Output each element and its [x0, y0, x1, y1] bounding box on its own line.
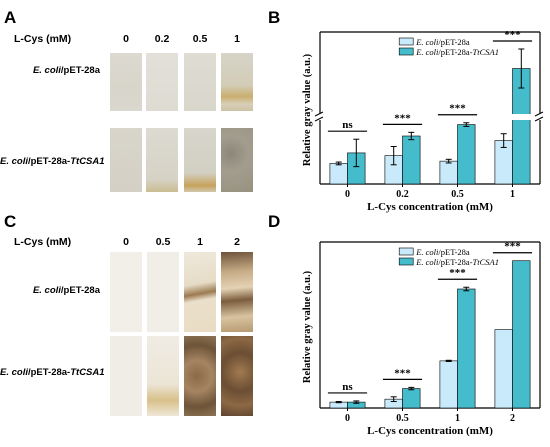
axis-break-gap-left [316, 114, 324, 120]
strip-photo-a-ttcsa1-0 [110, 128, 142, 192]
lcys-label-a: L-Cys (mM) [14, 33, 72, 45]
strip-photo-c-ttcsa1-1 [147, 336, 179, 416]
legend-swatch [398, 47, 414, 56]
strip-photo-c-control-0 [110, 252, 142, 332]
legend-swatch [398, 257, 414, 266]
axis-break-mark-right [534, 111, 544, 122]
conc-label-c-3: 2 [234, 236, 240, 248]
significance-label: *** [449, 103, 466, 115]
legend-label: E. coli/pET-28a [415, 37, 470, 47]
y-axis-label: Relative gray value (a.u.) [302, 270, 313, 383]
chart-d: 0 ns 0.5 *** 1 *** 2 *** L-Cys concentration (mM… [302, 241, 541, 437]
strip-photo-a-ttcsa1-2 [184, 128, 216, 192]
lcys-label-c: L-Cys (mM) [14, 236, 72, 248]
conc-label-a-3: 1 [234, 33, 240, 45]
strip-photo-c-ttcsa1-3 [221, 336, 253, 416]
row-label-a-ttcsa1: E. coli/pET-28a-TtCSA1 [0, 156, 105, 167]
significance-label: *** [394, 112, 411, 124]
legend-label: E. coli/pET-28a [415, 247, 470, 257]
strip-photo-a-ttcsa1-3 [221, 128, 253, 192]
x-axis-label: L-Cys concentration (mM) [367, 201, 493, 213]
bar [457, 124, 476, 185]
legend-label: E. coli/pET-28a-TtCSA1 [415, 257, 499, 267]
significance-label: *** [504, 241, 521, 253]
bar [494, 329, 513, 409]
strip-photo-a-control-0 [110, 53, 142, 111]
strip-photo-c-ttcsa1-0 [110, 336, 142, 416]
x-tick-label: 2 [510, 413, 515, 424]
conc-label-c-2: 1 [197, 236, 203, 248]
conc-label-a-0: 0 [123, 33, 129, 45]
x-tick-label: 0 [345, 413, 350, 424]
chart-b: 0 ns 0.2 *** 0.5 *** 1 *** L-Cys concentration (… [302, 29, 544, 213]
conc-label-a-1: 0.2 [154, 33, 170, 45]
panel-letter-b: B [268, 8, 281, 27]
strip-photo-a-control-1 [146, 53, 178, 111]
row-label-c-ttcsa1: E. coli/pET-28a-TtCSA1 [0, 367, 105, 378]
row-label-c-control: E. coli/pET-28a [32, 285, 100, 296]
bar [457, 288, 476, 409]
strip-photo-c-control-2 [184, 252, 216, 332]
x-tick-label: 1 [510, 189, 515, 200]
panel-letter-c: C [4, 212, 17, 231]
bar [402, 388, 421, 409]
legend-swatch [398, 37, 414, 46]
y-axis-label: Relative gray value (a.u.) [302, 53, 313, 166]
x-tick-label: 0.2 [396, 189, 409, 200]
x-tick-label: 0.5 [396, 413, 409, 424]
bar [329, 163, 348, 185]
significance-label: *** [449, 267, 466, 279]
x-tick-label: 0 [345, 189, 350, 200]
legend-label: E. coli/pET-28a-TtCSA1 [415, 47, 499, 57]
x-tick-label: 0.5 [451, 189, 464, 200]
significance-label: ns [342, 119, 353, 131]
bar [439, 360, 458, 409]
conc-label-a-2: 0.5 [192, 33, 208, 45]
bar [512, 260, 531, 409]
strip-photo-a-control-2 [184, 53, 216, 111]
bar [439, 160, 458, 185]
x-tick-label: 1 [455, 413, 460, 424]
row-label-a-control: E. coli/pET-28a [32, 65, 100, 76]
axis-break-mark-left [314, 111, 324, 122]
strip-photo-c-control-1 [147, 252, 179, 332]
axis-break-gap-right [536, 114, 544, 120]
strip-photo-c-control-3 [221, 252, 253, 332]
conc-label-c-1: 0.5 [155, 236, 171, 248]
panel-letter-d: D [268, 212, 281, 231]
significance-label: *** [504, 29, 521, 41]
strip-photo-a-control-3 [221, 53, 253, 111]
strip-photo-a-ttcsa1-1 [146, 128, 178, 192]
x-axis-label: L-Cys concentration (mM) [367, 425, 493, 437]
significance-label: ns [342, 381, 353, 393]
bar-break-gap [511, 114, 532, 120]
legend-swatch [398, 247, 414, 256]
bar [402, 135, 421, 185]
panel-letter-a: A [4, 8, 17, 27]
conc-label-c-0: 0 [123, 236, 129, 248]
significance-label: *** [394, 367, 411, 379]
strip-photo-c-ttcsa1-2 [184, 336, 216, 416]
